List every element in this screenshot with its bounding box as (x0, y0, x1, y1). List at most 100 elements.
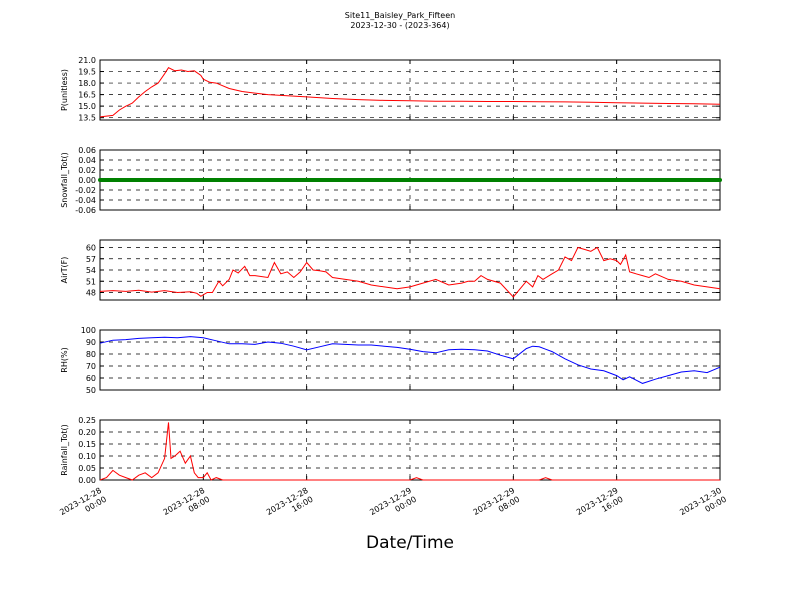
data-point (495, 178, 500, 182)
data-point (236, 178, 241, 182)
data-point (550, 178, 555, 182)
data-point (462, 178, 467, 182)
data-point (595, 178, 600, 182)
data-point (627, 178, 632, 182)
data-point (469, 178, 474, 182)
data-point (398, 178, 403, 182)
data-point (427, 178, 432, 182)
data-point (517, 178, 522, 182)
data-point (346, 178, 351, 182)
data-point (204, 178, 209, 182)
data-point (385, 178, 390, 182)
y-tick-label: 100 (81, 326, 96, 335)
data-point (324, 178, 328, 182)
y-axis-label: Rainfall_Tot() (60, 424, 69, 476)
data-point (575, 178, 580, 182)
data-point (295, 178, 299, 182)
data-point (692, 178, 697, 182)
data-point (663, 178, 668, 182)
chart-subtitle: 2023-12-30 - (2023-364) (350, 21, 450, 30)
data-point (285, 178, 290, 182)
data-point (175, 178, 180, 182)
data-point (101, 178, 106, 182)
data-point (169, 178, 173, 182)
data-point (605, 178, 609, 182)
data-point (246, 178, 251, 182)
data-point (514, 178, 519, 182)
data-point (556, 178, 561, 182)
y-tick-label: 16.5 (78, 91, 96, 100)
data-point (130, 178, 135, 182)
data-point (307, 178, 312, 182)
data-point (433, 178, 438, 182)
y-tick-label: 13.5 (78, 114, 96, 123)
data-point (337, 178, 341, 182)
data-point (330, 178, 335, 182)
data-point (617, 178, 622, 182)
data-point (253, 178, 257, 182)
data-point (314, 178, 319, 182)
data-point (508, 178, 513, 182)
data-point (311, 178, 316, 182)
data-point (120, 178, 125, 182)
data-point (701, 178, 706, 182)
data-point (98, 178, 102, 182)
data-point (640, 178, 645, 182)
data-point (479, 178, 483, 182)
data-point (420, 178, 425, 182)
data-point (136, 178, 141, 182)
data-point (672, 178, 677, 182)
data-point (140, 178, 144, 182)
data-point (256, 178, 261, 182)
series-line (99, 246, 721, 298)
data-point (659, 178, 664, 182)
data-point (598, 178, 603, 182)
y-tick-label: 0.04 (78, 156, 96, 165)
data-point (714, 178, 719, 182)
data-point (634, 178, 638, 182)
data-point (440, 178, 445, 182)
series-line (99, 422, 720, 481)
data-point (592, 178, 597, 182)
data-point (588, 178, 593, 182)
y-tick-label: 70 (86, 362, 96, 371)
data-point (624, 178, 629, 182)
data-point (372, 178, 377, 182)
data-point (262, 178, 267, 182)
data-point (172, 178, 177, 182)
y-tick-label: 60 (86, 244, 96, 253)
data-point (369, 178, 374, 182)
data-point (214, 178, 219, 182)
y-tick-label: 48 (86, 289, 96, 298)
data-point (356, 178, 361, 182)
y-tick-label: 15.0 (78, 102, 96, 111)
data-point (366, 178, 370, 182)
data-point (188, 178, 193, 182)
data-point (488, 178, 493, 182)
series-line (99, 67, 721, 118)
data-point (127, 178, 132, 182)
data-point (546, 178, 551, 182)
data-point (233, 178, 238, 182)
data-point (685, 178, 690, 182)
data-point (511, 178, 516, 182)
data-point (404, 178, 409, 182)
y-tick-label: 0.15 (78, 440, 96, 449)
data-point (698, 178, 703, 182)
data-point (688, 178, 693, 182)
data-point (540, 178, 545, 182)
data-point (424, 178, 429, 182)
data-point (278, 178, 283, 182)
data-point (501, 178, 506, 182)
data-point (207, 178, 212, 182)
data-point (288, 178, 293, 182)
data-point (408, 178, 412, 182)
data-point (378, 178, 383, 182)
data-point (349, 178, 354, 182)
data-point (456, 178, 461, 182)
